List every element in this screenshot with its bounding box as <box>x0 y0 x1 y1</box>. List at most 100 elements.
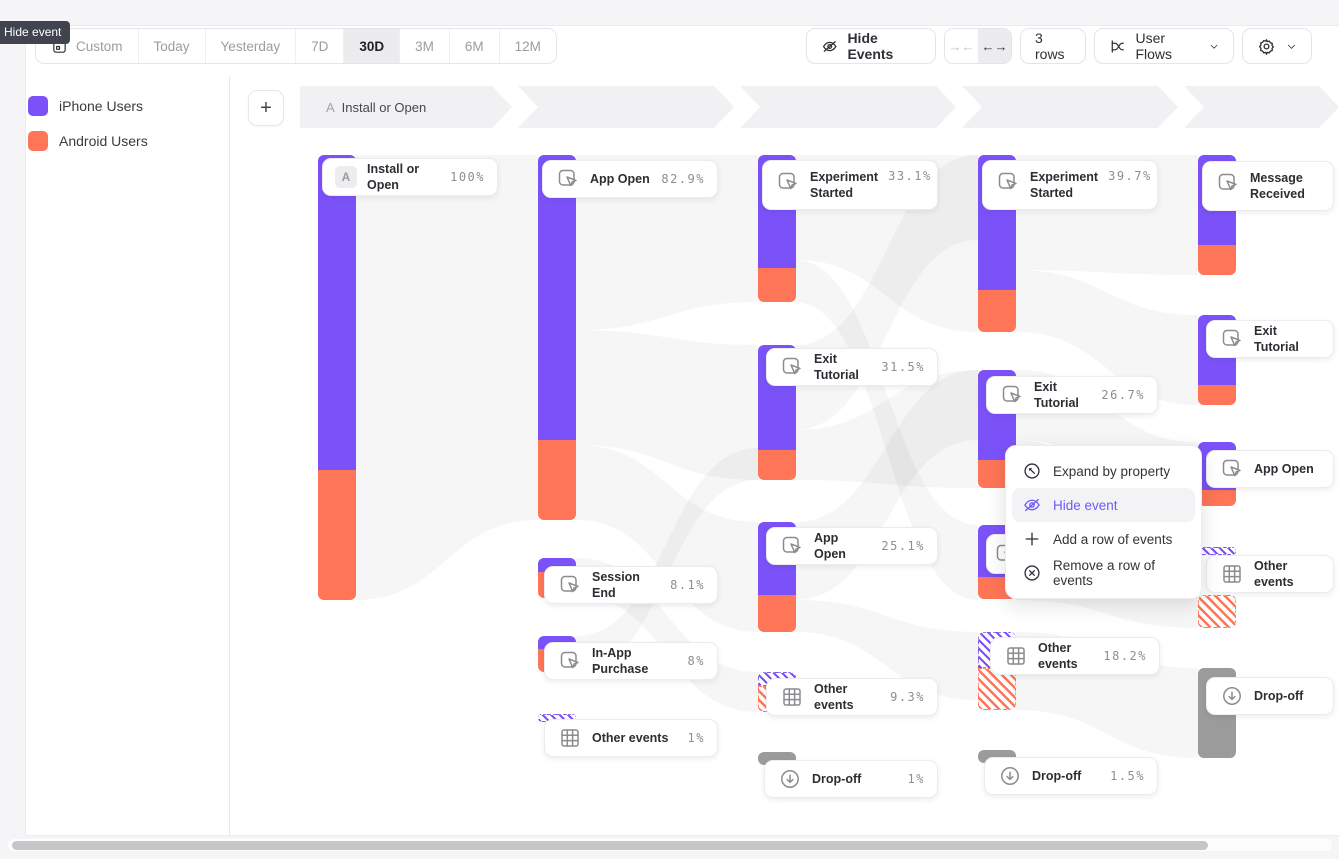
date-range-7d[interactable]: 7D <box>295 29 343 63</box>
add-step-button[interactable]: + <box>248 90 284 126</box>
date-range-picker[interactable]: Custom Today Yesterday 7D 30D 3M 6M 12M <box>35 28 557 64</box>
user-flows-icon <box>1111 39 1124 53</box>
expand-columns-button[interactable]: ←→ <box>978 29 1011 63</box>
menu-item-remove-row-of-events[interactable]: Remove a row of events <box>1012 556 1195 590</box>
event-icon <box>1215 170 1240 195</box>
chart-type-dropdown[interactable]: User Flows <box>1094 28 1234 64</box>
hide-event-tooltip: Hide event <box>0 21 71 44</box>
step-letter-badge: A <box>335 166 357 188</box>
node-percent: 8.1% <box>670 578 705 592</box>
flow-node-exit-tutorial[interactable]: Exit Tutorial <box>1206 320 1334 358</box>
collapse-columns-button[interactable]: →← <box>945 29 978 63</box>
date-range-yesterday[interactable]: Yesterday <box>204 29 296 63</box>
flow-step-2[interactable] <box>518 86 734 128</box>
flow-node-experiment-started[interactable]: Experiment Started 39.7% <box>982 160 1158 210</box>
node-percent: 1.5% <box>1110 769 1145 783</box>
flow-node-exit-tutorial[interactable]: Exit Tutorial 31.5% <box>766 348 938 386</box>
node-percent: 31.5% <box>881 360 925 374</box>
flow-node-drop-off[interactable]: Drop-off <box>1206 677 1334 715</box>
node-title: Experiment Started <box>1030 170 1099 201</box>
grid-icon <box>1219 562 1244 587</box>
scrollbar-thumb[interactable] <box>12 840 1208 850</box>
flow-bar-other-events[interactable] <box>1198 547 1236 555</box>
collapse-expand-toggle: →← ←→ <box>944 28 1012 64</box>
node-title: Exit Tutorial <box>1034 379 1079 410</box>
flow-node-app-open[interactable]: App Open <box>1206 450 1334 488</box>
flow-node-other-events[interactable]: Other events 9.3% <box>766 678 938 716</box>
flow-bar-other-events[interactable] <box>1198 595 1236 628</box>
node-title: Other events <box>814 681 854 712</box>
flow-node-drop-off[interactable]: Drop-off 1% <box>764 760 938 798</box>
flow-node-other-events[interactable]: Other events 18.2% <box>990 637 1160 675</box>
flow-node-other-events[interactable]: Other events <box>1206 555 1334 593</box>
step-label: Install or Open <box>341 99 427 115</box>
event-icon <box>555 167 580 192</box>
date-range-custom[interactable]: Custom <box>36 29 138 63</box>
grid-icon <box>1003 644 1028 669</box>
hide-events-button[interactable]: Hide Events <box>806 28 936 64</box>
flow-step-4[interactable] <box>962 86 1178 128</box>
node-percent: 1% <box>687 731 705 745</box>
flow-node-other-events[interactable]: Other events 1% <box>544 719 718 757</box>
date-range-today[interactable]: Today <box>137 29 205 63</box>
event-icon <box>1219 327 1244 352</box>
flow-node-exit-tutorial[interactable]: Exit Tutorial 26.7% <box>986 376 1158 414</box>
grid-icon <box>557 726 582 751</box>
flow-step-5[interactable] <box>1184 86 1339 128</box>
node-percent: 26.7% <box>1101 388 1145 402</box>
event-icon <box>557 649 582 674</box>
eye-off-icon <box>822 40 837 52</box>
sidebar-divider <box>229 76 230 836</box>
node-percent: 33.1% <box>888 169 932 183</box>
menu-item-add-row-of-events[interactable]: Add a row of events <box>1012 522 1195 556</box>
flow-bar-app-open[interactable] <box>538 155 576 520</box>
menu-item-expand-by-property[interactable]: Expand by property <box>1012 454 1195 488</box>
date-range-12m[interactable]: 12M <box>498 29 556 63</box>
flow-node-drop-off[interactable]: Drop-off 1.5% <box>984 757 1158 795</box>
chevron-down-icon <box>1287 44 1296 49</box>
flow-step-1[interactable]: A Install or Open <box>300 86 512 128</box>
drop-off-icon <box>777 767 802 792</box>
flow-node-in-app-purchase[interactable]: In-App Purchase 8% <box>544 642 718 680</box>
flow-bar-install-or-open[interactable] <box>318 155 356 600</box>
node-title: Exit Tutorial <box>1254 323 1299 354</box>
flow-step-3[interactable] <box>740 86 956 128</box>
flow-node-install-or-open[interactable]: A Install or Open 100% <box>322 158 498 196</box>
node-title: App Open <box>814 530 846 561</box>
node-title: Drop-off <box>812 771 862 786</box>
gear-icon <box>1259 38 1274 55</box>
flow-node-experiment-started[interactable]: Experiment Started 33.1% <box>762 160 938 210</box>
node-percent: 39.7% <box>1108 169 1152 183</box>
node-title: Install or Open <box>367 161 420 192</box>
event-icon <box>557 573 582 598</box>
expand-arrows-icon: ←→ <box>981 38 1008 54</box>
node-title: Drop-off <box>1032 768 1082 783</box>
node-percent: 25.1% <box>881 539 925 553</box>
eye-off-icon <box>1024 498 1040 512</box>
chevron-down-icon <box>1210 44 1218 49</box>
node-title: Message Received <box>1250 171 1305 202</box>
drop-off-icon <box>997 764 1022 789</box>
menu-item-hide-event[interactable]: Hide event <box>1012 488 1195 522</box>
date-range-3m[interactable]: 3M <box>399 29 449 63</box>
node-percent: 8% <box>687 654 705 668</box>
node-percent: 1% <box>907 772 925 786</box>
flow-node-session-end[interactable]: Session End 8.1% <box>544 566 718 604</box>
node-title: Exit Tutorial <box>814 351 859 382</box>
date-range-6m[interactable]: 6M <box>448 29 499 63</box>
flow-node-app-open[interactable]: App Open 82.9% <box>542 160 718 198</box>
horizontal-scrollbar[interactable] <box>8 839 1332 851</box>
legend-item-iphone[interactable]: iPhone Users <box>28 96 143 116</box>
flow-node-message-received[interactable]: Message Received <box>1202 161 1334 211</box>
date-range-30d[interactable]: 30D <box>343 29 400 63</box>
step-letter: A <box>326 99 335 115</box>
rows-count-button[interactable]: 3 rows <box>1020 28 1086 64</box>
legend-item-android[interactable]: Android Users <box>28 131 148 151</box>
event-icon <box>775 169 800 194</box>
node-percent: 82.9% <box>661 172 705 186</box>
circle-x-icon <box>1024 565 1040 581</box>
flow-node-app-open[interactable]: App Open 25.1% <box>766 527 938 565</box>
node-title: Experiment Started <box>810 170 879 201</box>
flow-bar-experiment-started[interactable] <box>758 155 796 302</box>
settings-dropdown[interactable] <box>1242 28 1312 64</box>
